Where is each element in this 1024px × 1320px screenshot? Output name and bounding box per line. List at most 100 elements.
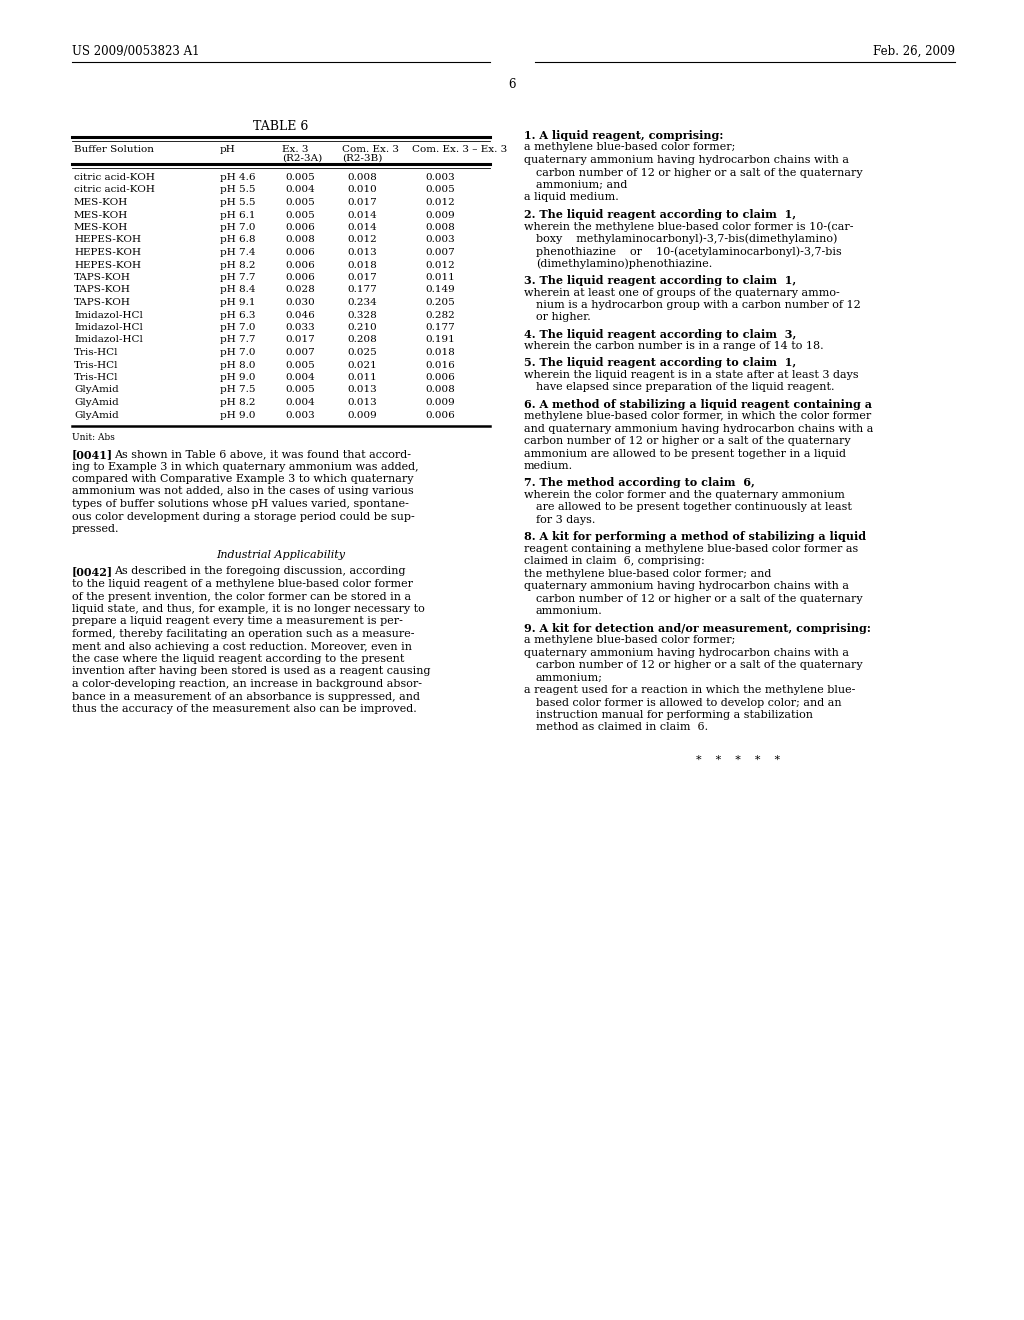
Text: Ex. 3: Ex. 3 xyxy=(282,145,308,154)
Text: carbon number of 12 or higher or a salt of the quaternary: carbon number of 12 or higher or a salt … xyxy=(536,168,862,177)
Text: pH 4.6: pH 4.6 xyxy=(220,173,256,182)
Text: (R2-3A): (R2-3A) xyxy=(282,154,323,162)
Text: 0.234: 0.234 xyxy=(347,298,377,308)
Text: pH: pH xyxy=(220,145,236,154)
Text: Tris-HCl: Tris-HCl xyxy=(74,348,119,356)
Text: and quaternary ammonium having hydrocarbon chains with a: and quaternary ammonium having hydrocarb… xyxy=(524,424,873,434)
Text: 3. The liquid reagent according to claim  1,: 3. The liquid reagent according to claim… xyxy=(524,275,797,286)
Text: pH 8.4: pH 8.4 xyxy=(220,285,256,294)
Text: 0.006: 0.006 xyxy=(285,273,314,282)
Text: 0.006: 0.006 xyxy=(285,260,314,269)
Text: pH 8.2: pH 8.2 xyxy=(220,399,256,407)
Text: Com. Ex. 3 – Ex. 3: Com. Ex. 3 – Ex. 3 xyxy=(412,145,507,154)
Text: pH 9.1: pH 9.1 xyxy=(220,298,256,308)
Text: ammonium are allowed to be present together in a liquid: ammonium are allowed to be present toget… xyxy=(524,449,846,459)
Text: 0.007: 0.007 xyxy=(285,348,314,356)
Text: 0.208: 0.208 xyxy=(347,335,377,345)
Text: 0.149: 0.149 xyxy=(425,285,455,294)
Text: a methylene blue-based color former;: a methylene blue-based color former; xyxy=(524,635,735,645)
Text: pH 5.5: pH 5.5 xyxy=(220,186,256,194)
Text: pH 7.0: pH 7.0 xyxy=(220,223,256,232)
Text: TAPS-KOH: TAPS-KOH xyxy=(74,273,131,282)
Text: thus the accuracy of the measurement also can be improved.: thus the accuracy of the measurement als… xyxy=(72,704,417,714)
Text: Imidazol-HCl: Imidazol-HCl xyxy=(74,323,143,333)
Text: 0.008: 0.008 xyxy=(285,235,314,244)
Text: 0.009: 0.009 xyxy=(425,210,455,219)
Text: 0.004: 0.004 xyxy=(285,399,314,407)
Text: of the present invention, the color former can be stored in a: of the present invention, the color form… xyxy=(72,591,411,602)
Text: HEPES-KOH: HEPES-KOH xyxy=(74,248,141,257)
Text: 0.003: 0.003 xyxy=(425,173,455,182)
Text: ment and also achieving a cost reduction. Moreover, even in: ment and also achieving a cost reduction… xyxy=(72,642,412,652)
Text: GlyAmid: GlyAmid xyxy=(74,411,119,420)
Text: pH 7.0: pH 7.0 xyxy=(220,323,256,333)
Text: 0.011: 0.011 xyxy=(425,273,455,282)
Text: the case where the liquid reagent according to the present: the case where the liquid reagent accord… xyxy=(72,653,404,664)
Text: pH 6.3: pH 6.3 xyxy=(220,310,256,319)
Text: 0.013: 0.013 xyxy=(347,248,377,257)
Text: 0.282: 0.282 xyxy=(425,310,455,319)
Text: carbon number of 12 or higher or a salt of the quaternary: carbon number of 12 or higher or a salt … xyxy=(536,660,862,671)
Text: citric acid-KOH: citric acid-KOH xyxy=(74,173,155,182)
Text: pH 7.5: pH 7.5 xyxy=(220,385,256,395)
Text: 0.328: 0.328 xyxy=(347,310,377,319)
Text: [0041]: [0041] xyxy=(72,449,113,459)
Text: 0.007: 0.007 xyxy=(425,248,455,257)
Text: Imidazol-HCl: Imidazol-HCl xyxy=(74,310,143,319)
Text: 0.210: 0.210 xyxy=(347,323,377,333)
Text: pH 6.8: pH 6.8 xyxy=(220,235,256,244)
Text: compared with Comparative Example 3 to which quaternary: compared with Comparative Example 3 to w… xyxy=(72,474,414,484)
Text: ammonium.: ammonium. xyxy=(536,606,603,616)
Text: a methylene blue-based color former;: a methylene blue-based color former; xyxy=(524,143,735,153)
Text: 0.012: 0.012 xyxy=(425,198,455,207)
Text: 0.205: 0.205 xyxy=(425,298,455,308)
Text: 0.004: 0.004 xyxy=(285,186,314,194)
Text: bance in a measurement of an absorbance is suppressed, and: bance in a measurement of an absorbance … xyxy=(72,692,420,701)
Text: 0.016: 0.016 xyxy=(425,360,455,370)
Text: instruction manual for performing a stabilization: instruction manual for performing a stab… xyxy=(536,710,813,719)
Text: 6: 6 xyxy=(508,78,516,91)
Text: MES-KOH: MES-KOH xyxy=(74,198,128,207)
Text: types of buffer solutions whose pH values varied, spontane-: types of buffer solutions whose pH value… xyxy=(72,499,409,510)
Text: TABLE 6: TABLE 6 xyxy=(253,120,308,133)
Text: phenothiazine    or    10-(acetylaminocarbonyl)-3,7-bis: phenothiazine or 10-(acetylaminocarbonyl… xyxy=(536,247,842,257)
Text: Buffer Solution: Buffer Solution xyxy=(74,145,154,154)
Text: formed, thereby facilitating an operation such as a measure-: formed, thereby facilitating an operatio… xyxy=(72,630,415,639)
Text: invention after having been stored is used as a reagent causing: invention after having been stored is us… xyxy=(72,667,430,676)
Text: 4. The liquid reagent according to claim  3,: 4. The liquid reagent according to claim… xyxy=(524,329,797,339)
Text: liquid state, and thus, for example, it is no longer necessary to: liquid state, and thus, for example, it … xyxy=(72,605,425,614)
Text: 0.191: 0.191 xyxy=(425,335,455,345)
Text: MES-KOH: MES-KOH xyxy=(74,210,128,219)
Text: wherein the liquid reagent is in a state after at least 3 days: wherein the liquid reagent is in a state… xyxy=(524,370,859,380)
Text: 0.177: 0.177 xyxy=(347,285,377,294)
Text: GlyAmid: GlyAmid xyxy=(74,385,119,395)
Text: 0.014: 0.014 xyxy=(347,210,377,219)
Text: to the liquid reagent of a methylene blue-based color former: to the liquid reagent of a methylene blu… xyxy=(72,579,413,589)
Text: reagent containing a methylene blue-based color former as: reagent containing a methylene blue-base… xyxy=(524,544,858,554)
Text: 0.005: 0.005 xyxy=(285,360,314,370)
Text: methylene blue-based color former, in which the color former: methylene blue-based color former, in wh… xyxy=(524,412,871,421)
Text: pH 8.0: pH 8.0 xyxy=(220,360,256,370)
Text: or higher.: or higher. xyxy=(536,313,591,322)
Text: wherein the methylene blue-based color former is 10-(car-: wherein the methylene blue-based color f… xyxy=(524,222,853,232)
Text: Tris-HCl: Tris-HCl xyxy=(74,374,119,381)
Text: 0.005: 0.005 xyxy=(285,198,314,207)
Text: 1. A liquid reagent, comprising:: 1. A liquid reagent, comprising: xyxy=(524,129,723,141)
Text: 0.033: 0.033 xyxy=(285,323,314,333)
Text: pH 7.7: pH 7.7 xyxy=(220,273,256,282)
Text: 0.046: 0.046 xyxy=(285,310,314,319)
Text: a color-developing reaction, an increase in background absor-: a color-developing reaction, an increase… xyxy=(72,678,422,689)
Text: 8. A kit for performing a method of stabilizing a liquid: 8. A kit for performing a method of stab… xyxy=(524,531,866,543)
Text: ammonium was not added, also in the cases of using various: ammonium was not added, also in the case… xyxy=(72,487,414,496)
Text: Tris-HCl: Tris-HCl xyxy=(74,360,119,370)
Text: 0.014: 0.014 xyxy=(347,223,377,232)
Text: pH 7.7: pH 7.7 xyxy=(220,335,256,345)
Text: 0.025: 0.025 xyxy=(347,348,377,356)
Text: wherein the color former and the quaternary ammonium: wherein the color former and the quatern… xyxy=(524,490,845,500)
Text: As described in the foregoing discussion, according: As described in the foregoing discussion… xyxy=(114,566,406,577)
Text: pH 5.5: pH 5.5 xyxy=(220,198,256,207)
Text: 0.011: 0.011 xyxy=(347,374,377,381)
Text: based color former is allowed to develop color; and an: based color former is allowed to develop… xyxy=(536,697,842,708)
Text: 7. The method according to claim  6,: 7. The method according to claim 6, xyxy=(524,478,755,488)
Text: As shown in Table 6 above, it was found that accord-: As shown in Table 6 above, it was found … xyxy=(114,449,411,459)
